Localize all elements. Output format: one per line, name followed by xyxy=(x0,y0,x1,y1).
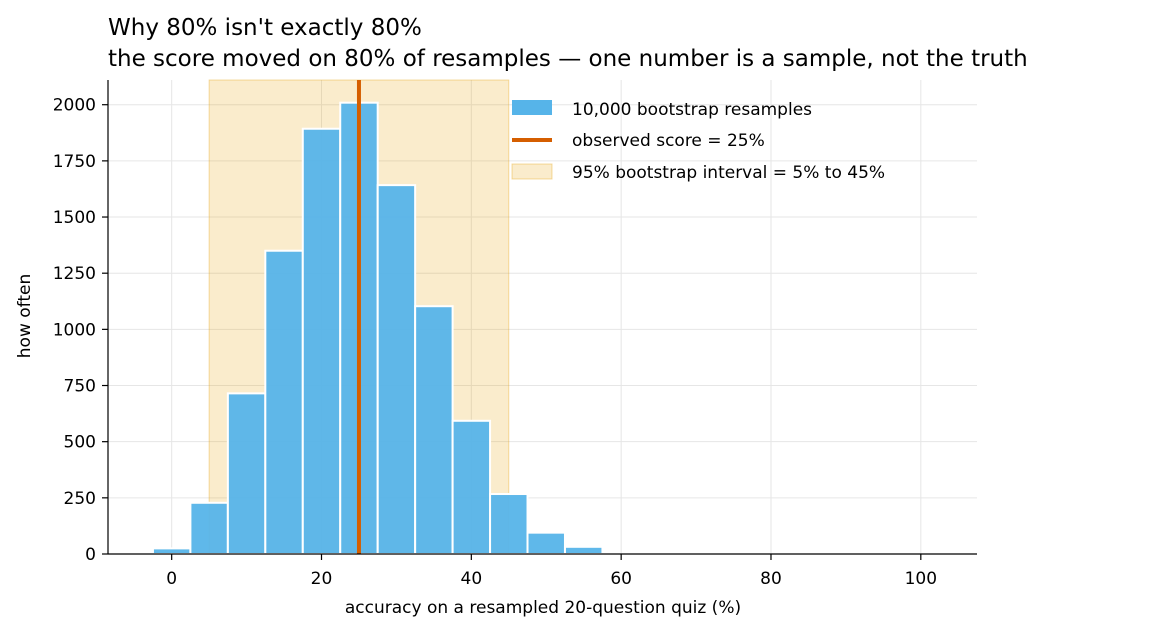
y-axis-label: how often xyxy=(15,274,35,358)
histogram-bars xyxy=(151,101,604,556)
legend-swatch-bars xyxy=(512,100,552,115)
legend-label-observed: observed score = 25% xyxy=(572,131,765,151)
histogram-bar xyxy=(451,419,492,556)
histogram-bar xyxy=(226,392,267,555)
histogram-bar xyxy=(526,531,566,555)
histogram-bar xyxy=(489,493,529,555)
tick-labels: 0 20 40 60 80 1000250500750100012501500175020… xyxy=(53,96,937,589)
y-tick-label: 500 xyxy=(64,433,96,453)
chart-title: Why 80% isn't exactly 80% xyxy=(108,15,422,41)
x-tick-label: 20 xyxy=(311,569,333,589)
x-axis-label: accuracy on a resampled 20-question quiz… xyxy=(345,598,741,618)
legend-swatch-interval xyxy=(511,163,553,180)
legend-label-interval: 95% bootstrap interval = 5% to 45% xyxy=(572,163,885,183)
legend-label-bars: 10,000 bootstrap resamples xyxy=(572,100,812,120)
histogram-bar xyxy=(414,305,454,556)
x-tick-label: 100 xyxy=(905,569,937,589)
axes xyxy=(102,80,977,560)
histogram-bar xyxy=(376,184,417,556)
x-tick-label: 40 xyxy=(461,569,483,589)
y-tick-label: 2000 xyxy=(53,96,96,116)
histogram-bar xyxy=(301,127,342,555)
histogram-bar xyxy=(563,545,604,556)
y-tick-label: 1250 xyxy=(53,264,96,284)
x-tick-label: 60 xyxy=(610,569,632,589)
x-tick-label: 0 xyxy=(166,569,177,589)
y-tick-label: 0 xyxy=(85,545,96,565)
y-tick-label: 1750 xyxy=(53,152,96,172)
y-tick-label: 250 xyxy=(64,489,96,509)
y-tick-label: 750 xyxy=(64,377,96,397)
x-tick-label: 80 xyxy=(760,569,782,589)
legend: 10,000 bootstrap resamples observed scor… xyxy=(511,100,885,183)
y-tick-label: 1000 xyxy=(53,320,96,340)
histogram-bar xyxy=(189,501,229,555)
histogram-bar xyxy=(151,547,192,556)
histogram-bar xyxy=(264,249,304,555)
chart-subtitle: the score moved on 80% of resamples — on… xyxy=(108,46,1028,72)
y-tick-label: 1500 xyxy=(53,208,96,228)
